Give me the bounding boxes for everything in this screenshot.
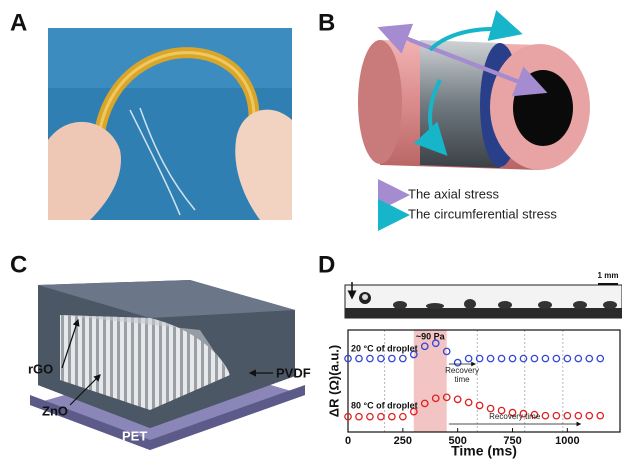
data-point <box>420 399 429 408</box>
data-point <box>596 411 605 420</box>
layer-label: PVDF <box>276 365 311 380</box>
scale-bar-label: 1 mm <box>598 271 619 280</box>
data-point <box>409 350 418 359</box>
layer-label: PET <box>122 428 147 443</box>
data-point <box>508 408 517 417</box>
x-tick-label: 750 <box>503 435 521 447</box>
legend-text: The circumferential stress <box>408 206 557 221</box>
data-point <box>486 354 495 363</box>
data-point <box>596 354 605 363</box>
data-point <box>464 354 473 363</box>
x-tick-label: 250 <box>394 435 412 447</box>
plot: 0 250 500 750 1000 Time (ms) ΔR (Ω)(a.u.) 20 °C… <box>326 329 621 459</box>
layer-label: rGO <box>28 361 53 376</box>
data-point <box>497 354 506 363</box>
pointer <box>61 318 80 369</box>
data-point <box>497 406 506 415</box>
data-point <box>366 412 374 421</box>
annotation: Recovery time <box>489 412 541 421</box>
legend-text: The axial stress <box>408 186 500 201</box>
cylinder-diagram <box>358 10 590 170</box>
x-axis-label: Time (ms) <box>451 443 517 459</box>
panel-label: A <box>10 9 27 36</box>
x-tick-label: 1000 <box>555 435 579 447</box>
series-label: 80 °C of droplet <box>351 400 418 410</box>
x-tick-label: 0 <box>345 435 351 447</box>
data-point <box>344 412 352 421</box>
data-point <box>388 354 396 363</box>
data-point <box>519 409 528 418</box>
data-point <box>475 354 484 363</box>
data-point <box>563 411 572 420</box>
data-point <box>552 411 561 420</box>
data-point <box>464 398 473 407</box>
data-point <box>552 354 561 363</box>
shaded-region <box>413 330 447 432</box>
data-point <box>366 354 374 363</box>
data-point <box>420 342 429 351</box>
layer-label: ZnO <box>42 403 68 418</box>
photo-a <box>48 28 292 220</box>
data-point <box>377 354 385 363</box>
data-point <box>574 354 583 363</box>
series-label: 20 °C of droplet <box>351 343 418 353</box>
data-point <box>519 354 528 363</box>
data-point <box>442 393 451 402</box>
data-point <box>398 354 407 363</box>
x-tick-label: 500 <box>448 435 466 447</box>
plot-frame <box>347 329 621 433</box>
data-point <box>442 347 451 356</box>
data-point <box>355 412 363 421</box>
data-point <box>475 401 484 410</box>
data-point <box>563 354 572 363</box>
data-point <box>431 394 440 403</box>
data-point <box>541 354 550 363</box>
data-point <box>344 354 352 363</box>
annotation: ~90 Pa <box>416 331 446 341</box>
data-point <box>530 354 539 363</box>
data-point <box>585 354 594 363</box>
panel-label: B <box>318 9 335 36</box>
data-point <box>453 395 462 404</box>
pointer <box>69 374 101 406</box>
data-point <box>355 354 363 363</box>
layer-diagram <box>30 280 305 450</box>
panel-label: D <box>318 251 335 278</box>
data-point <box>541 411 550 420</box>
data-point <box>398 412 407 421</box>
data-point <box>453 358 462 367</box>
data-point <box>574 411 583 420</box>
panel-label: C <box>10 251 27 278</box>
annotation: time <box>455 375 471 384</box>
data-point <box>530 410 539 419</box>
data-point <box>409 407 418 416</box>
annotation: Recovery <box>445 366 479 375</box>
y-axis-label: ΔR (Ω)(a.u.) <box>326 345 341 417</box>
data-point <box>431 339 440 348</box>
droplet-strip <box>344 282 622 319</box>
data-point <box>388 412 396 421</box>
data-point <box>585 411 594 420</box>
data-point <box>508 354 517 363</box>
data-point <box>377 412 385 421</box>
data-point <box>486 404 495 413</box>
